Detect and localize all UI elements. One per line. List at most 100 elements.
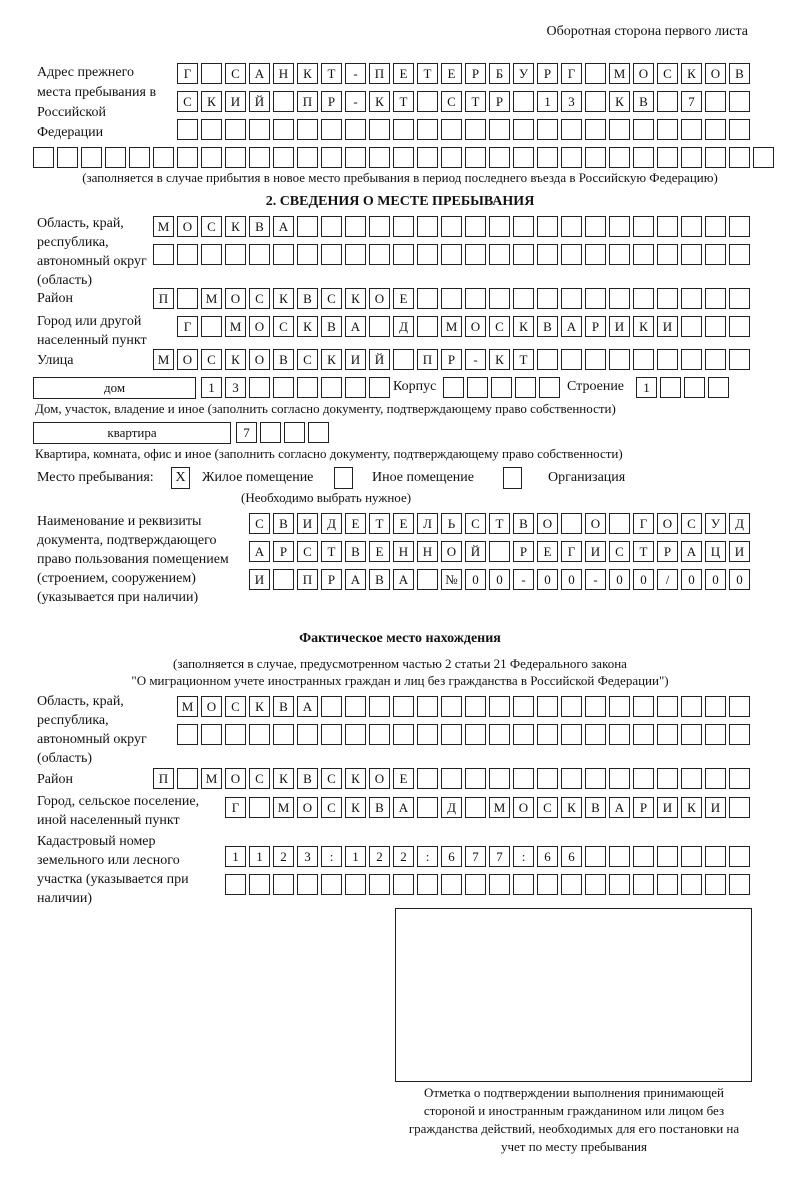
letter-cell[interactable] xyxy=(657,119,678,140)
letter-cell[interactable]: Д xyxy=(729,513,750,534)
letter-cell[interactable] xyxy=(297,216,318,237)
letter-cell[interactable]: Р xyxy=(657,541,678,562)
letter-cell[interactable] xyxy=(491,377,512,398)
letter-cell[interactable]: Т xyxy=(513,349,534,370)
letter-cell[interactable] xyxy=(489,119,510,140)
letter-cell[interactable] xyxy=(417,244,438,265)
letter-cell[interactable] xyxy=(561,696,582,717)
letter-cell[interactable]: А xyxy=(681,541,702,562)
letter-cell[interactable] xyxy=(729,316,750,337)
letter-cell[interactable] xyxy=(273,724,294,745)
letter-cell[interactable]: С xyxy=(225,696,246,717)
letter-cell[interactable]: 7 xyxy=(465,846,486,867)
letter-cell[interactable]: Й xyxy=(465,541,486,562)
letter-cell[interactable] xyxy=(249,244,270,265)
letter-cell[interactable] xyxy=(705,768,726,789)
letter-cell[interactable] xyxy=(308,422,329,443)
letter-cell[interactable]: К xyxy=(273,768,294,789)
letter-cell[interactable] xyxy=(657,147,678,168)
letter-cell[interactable] xyxy=(729,846,750,867)
letter-cell[interactable]: А xyxy=(561,316,582,337)
letter-cell[interactable]: О xyxy=(249,316,270,337)
letter-cell[interactable]: К xyxy=(345,768,366,789)
letter-cell[interactable] xyxy=(129,147,150,168)
letter-cell[interactable] xyxy=(729,119,750,140)
letter-cell[interactable] xyxy=(657,768,678,789)
letter-cell[interactable] xyxy=(609,874,630,895)
checkbox-residential[interactable]: X xyxy=(171,467,190,489)
letter-cell[interactable] xyxy=(729,724,750,745)
letter-cell[interactable]: : xyxy=(417,846,438,867)
letter-cell[interactable] xyxy=(321,874,342,895)
letter-cell[interactable] xyxy=(633,874,654,895)
letter-cell[interactable] xyxy=(177,288,198,309)
letter-cell[interactable] xyxy=(467,377,488,398)
letter-cell[interactable] xyxy=(417,316,438,337)
letter-cell[interactable] xyxy=(441,768,462,789)
letter-cell[interactable]: К xyxy=(633,316,654,337)
letter-cell[interactable]: 1 xyxy=(537,91,558,112)
letter-cell[interactable]: К xyxy=(273,288,294,309)
letter-cell[interactable] xyxy=(585,724,606,745)
letter-cell[interactable]: Л xyxy=(417,513,438,534)
letter-cell[interactable] xyxy=(561,119,582,140)
letter-cell[interactable]: 0 xyxy=(729,569,750,590)
letter-cell[interactable] xyxy=(705,91,726,112)
letter-cell[interactable]: Г xyxy=(177,63,198,84)
letter-cell[interactable]: М xyxy=(609,63,630,84)
letter-cell[interactable] xyxy=(393,349,414,370)
letter-cell[interactable]: : xyxy=(321,846,342,867)
letter-cell[interactable]: Р xyxy=(585,316,606,337)
letter-cell[interactable]: 0 xyxy=(465,569,486,590)
letter-cell[interactable] xyxy=(465,696,486,717)
letter-cell[interactable]: С xyxy=(201,349,222,370)
letter-cell[interactable] xyxy=(273,91,294,112)
letter-cell[interactable] xyxy=(225,119,246,140)
letter-cell[interactable] xyxy=(633,696,654,717)
house-type-field[interactable]: дом xyxy=(33,377,196,399)
letter-cell[interactable] xyxy=(681,147,702,168)
letter-cell[interactable] xyxy=(537,119,558,140)
letter-cell[interactable] xyxy=(681,288,702,309)
letter-cell[interactable]: А xyxy=(393,797,414,818)
letter-cell[interactable] xyxy=(345,147,366,168)
letter-cell[interactable]: - xyxy=(345,91,366,112)
letter-cell[interactable]: О xyxy=(537,513,558,534)
letter-cell[interactable]: 6 xyxy=(537,846,558,867)
letter-cell[interactable]: Р xyxy=(633,797,654,818)
letter-cell[interactable]: Е xyxy=(393,513,414,534)
letter-cell[interactable] xyxy=(417,216,438,237)
letter-cell[interactable]: К xyxy=(345,797,366,818)
letter-cell[interactable] xyxy=(489,541,510,562)
letter-cell[interactable] xyxy=(585,768,606,789)
letter-cell[interactable]: К xyxy=(681,797,702,818)
letter-cell[interactable] xyxy=(729,91,750,112)
letter-cell[interactable]: М xyxy=(153,349,174,370)
letter-cell[interactable] xyxy=(465,768,486,789)
letter-cell[interactable]: И xyxy=(345,349,366,370)
letter-cell[interactable] xyxy=(513,874,534,895)
letter-cell[interactable]: № xyxy=(441,569,462,590)
letter-cell[interactable] xyxy=(417,91,438,112)
letter-cell[interactable] xyxy=(705,316,726,337)
letter-cell[interactable]: П xyxy=(417,349,438,370)
letter-cell[interactable] xyxy=(681,244,702,265)
letter-cell[interactable]: - xyxy=(345,63,366,84)
letter-cell[interactable] xyxy=(681,768,702,789)
letter-cell[interactable]: М xyxy=(201,768,222,789)
letter-cell[interactable] xyxy=(297,874,318,895)
letter-cell[interactable] xyxy=(585,696,606,717)
letter-cell[interactable]: И xyxy=(609,316,630,337)
letter-cell[interactable]: С xyxy=(537,797,558,818)
letter-cell[interactable] xyxy=(705,846,726,867)
letter-cell[interactable] xyxy=(345,216,366,237)
letter-cell[interactable]: Р xyxy=(489,91,510,112)
letter-cell[interactable] xyxy=(729,216,750,237)
letter-cell[interactable]: 1 xyxy=(201,377,222,398)
letter-cell[interactable] xyxy=(684,377,705,398)
letter-cell[interactable]: С xyxy=(657,63,678,84)
letter-cell[interactable] xyxy=(417,569,438,590)
letter-cell[interactable] xyxy=(249,147,270,168)
letter-cell[interactable]: И xyxy=(729,541,750,562)
letter-cell[interactable]: В xyxy=(273,513,294,534)
